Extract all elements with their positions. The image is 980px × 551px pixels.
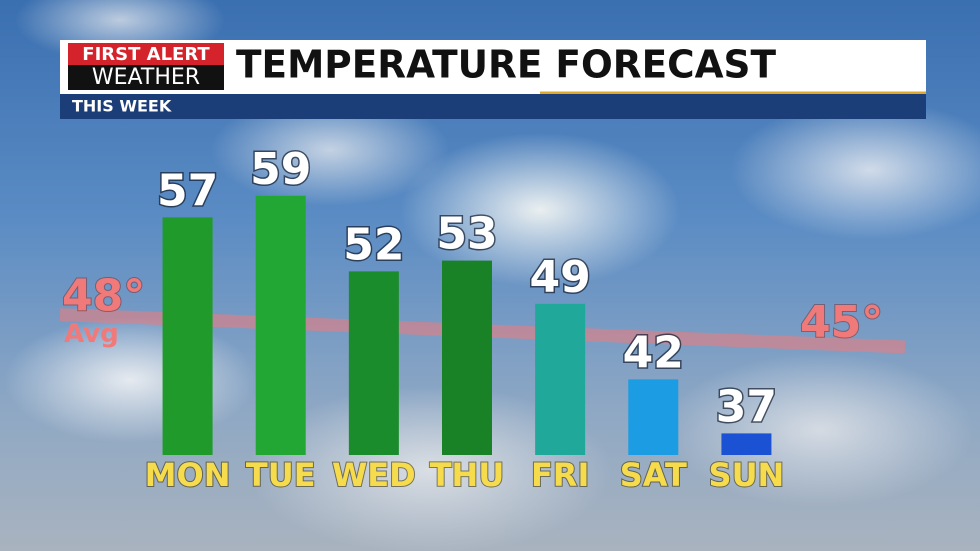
day-label: SAT: [620, 456, 687, 494]
day-label: MON: [145, 456, 231, 494]
logo-bottom: WEATHER: [92, 65, 200, 90]
bar: [628, 379, 679, 455]
day-label: THU: [430, 456, 505, 494]
logo-red: [68, 43, 224, 65]
value-label: 42: [623, 327, 684, 378]
average-start-label: 48°: [62, 271, 145, 322]
value-label: 59: [250, 144, 311, 195]
value-label: 49: [530, 252, 591, 303]
title: TEMPERATURE FORECAST: [236, 43, 776, 87]
subtitle: THIS WEEK: [72, 97, 172, 116]
day-label: WED: [332, 456, 416, 494]
day-label: SUN: [709, 456, 785, 494]
bar: [162, 217, 213, 455]
value-label: 37: [716, 381, 777, 432]
logo-top: FIRST ALERT: [82, 44, 210, 65]
day-label: TUE: [246, 456, 316, 494]
average-word: Avg: [64, 319, 119, 349]
value-label: 52: [343, 219, 404, 270]
value-label: 53: [436, 209, 497, 260]
subheader-band: [60, 94, 926, 119]
day-label: FRI: [531, 456, 589, 494]
bar: [721, 433, 772, 455]
bar: [348, 271, 399, 455]
bar: [442, 260, 492, 455]
logo-black: [68, 65, 224, 90]
bar: [535, 303, 586, 455]
average-end-label: 45°: [800, 297, 883, 348]
bar: [255, 195, 306, 456]
value-label: 57: [157, 165, 218, 216]
